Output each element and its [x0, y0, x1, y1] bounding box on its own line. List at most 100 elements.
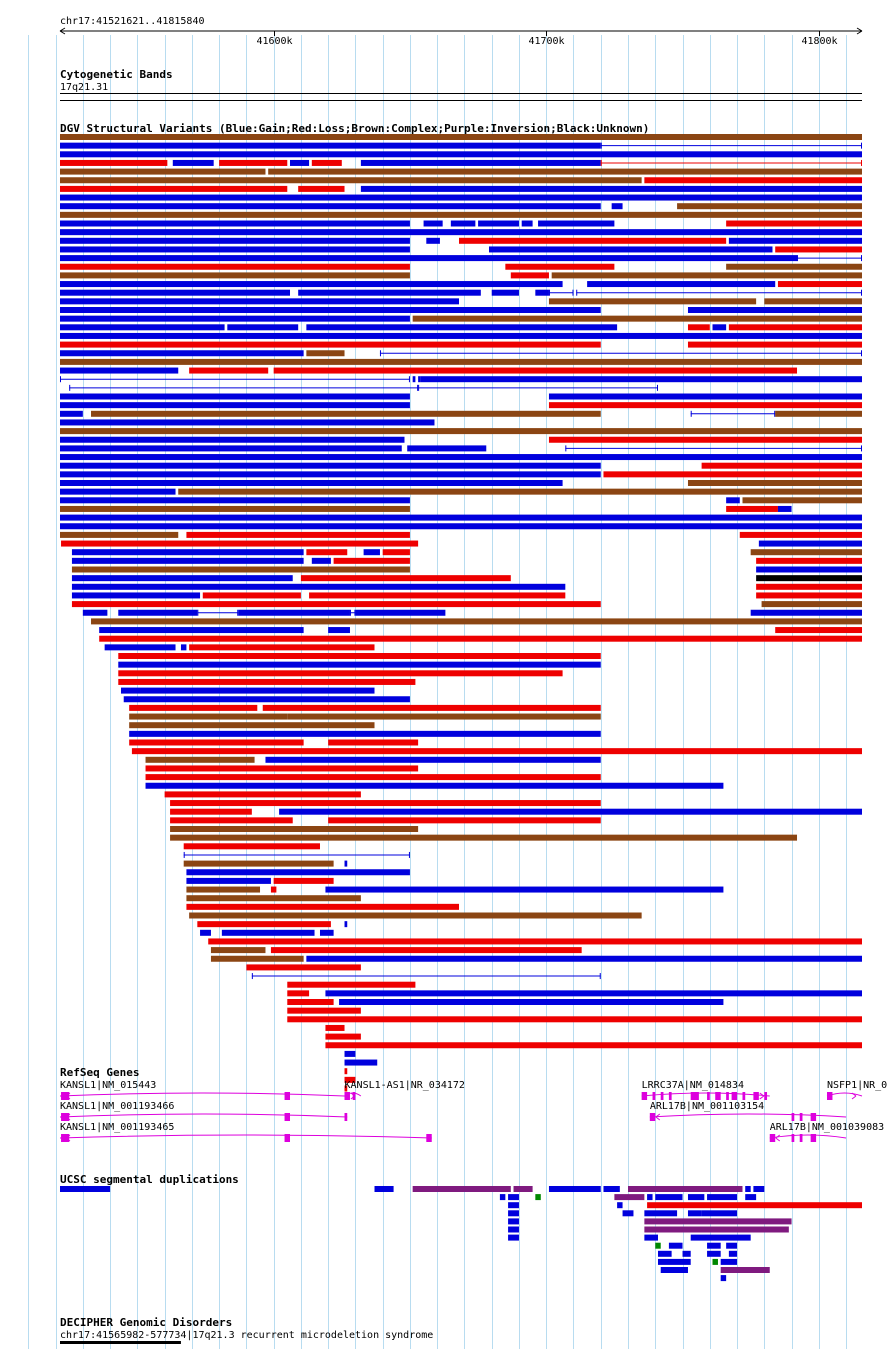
- segdup-blue-block[interactable]: [745, 1186, 751, 1192]
- segdup-blue-block[interactable]: [668, 1242, 683, 1249]
- dgv-gain-variant[interactable]: [123, 696, 410, 703]
- dgv-complex-variant[interactable]: [91, 618, 862, 625]
- dgv-complex-variant[interactable]: [742, 497, 862, 504]
- dgv-loss-variant[interactable]: [325, 1042, 862, 1049]
- segdup-purple-block[interactable]: [720, 1267, 770, 1273]
- dgv-loss-variant[interactable]: [603, 471, 862, 478]
- dgv-gain-variant[interactable]: [60, 471, 601, 478]
- dgv-complex-variant[interactable]: [726, 263, 862, 270]
- segdup-blue-block[interactable]: [657, 1250, 672, 1257]
- dgv-complex-variant[interactable]: [268, 168, 863, 175]
- cytoband-bar-top[interactable]: [60, 93, 862, 94]
- dgv-loss-variant[interactable]: [548, 436, 862, 443]
- dgv-gain-variant[interactable]: [60, 480, 563, 486]
- dgv-gain-variant[interactable]: [238, 609, 350, 616]
- dgv-gain-variant[interactable]: [298, 289, 481, 296]
- dgv-loss-variant[interactable]: [726, 505, 778, 512]
- gene-exon[interactable]: [690, 1092, 699, 1100]
- segdup-blue-block[interactable]: [682, 1250, 691, 1257]
- dgv-loss-variant[interactable]: [189, 644, 375, 651]
- dgv-loss-variant[interactable]: [510, 272, 549, 279]
- dgv-complex-variant[interactable]: [145, 756, 255, 763]
- dgv-complex-variant[interactable]: [60, 505, 410, 512]
- dgv-gain-variant[interactable]: [360, 159, 601, 166]
- segdup-blue-block[interactable]: [701, 1210, 738, 1217]
- segdup-blue-block[interactable]: [508, 1194, 519, 1201]
- dgv-gain-variant[interactable]: [60, 488, 176, 495]
- dgv-gain-variant[interactable]: [423, 220, 443, 227]
- dgv-complex-variant[interactable]: [287, 713, 601, 720]
- dgv-complex-variant[interactable]: [129, 722, 375, 729]
- dgv-gain-variant[interactable]: [60, 246, 410, 253]
- dgv-gain-variant[interactable]: [221, 929, 315, 936]
- dgv-gain-variant[interactable]: [344, 1059, 378, 1066]
- dgv-gain-variant[interactable]: [60, 454, 862, 461]
- dgv-gain-variant[interactable]: [104, 644, 176, 651]
- dgv-gain-variant[interactable]: [180, 644, 187, 651]
- dgv-gain-variant[interactable]: [60, 514, 862, 521]
- dgv-loss-variant[interactable]: [208, 938, 862, 945]
- dgv-loss-variant[interactable]: [287, 1007, 361, 1014]
- dgv-complex-variant[interactable]: [775, 410, 862, 417]
- segdup-blue-block[interactable]: [60, 1186, 111, 1192]
- dgv-gain-variant[interactable]: [407, 445, 487, 452]
- dgv-gain-variant[interactable]: [750, 609, 862, 616]
- dgv-gain-variant[interactable]: [129, 730, 601, 737]
- segdup-blue-block[interactable]: [687, 1210, 702, 1217]
- dgv-complex-variant[interactable]: [548, 298, 757, 305]
- dgv-loss-variant[interactable]: [344, 1076, 356, 1083]
- dgv-gain-variant[interactable]: [71, 549, 304, 556]
- gene-exon[interactable]: [668, 1092, 672, 1100]
- dgv-loss-variant[interactable]: [118, 678, 416, 685]
- dgv-loss-variant[interactable]: [756, 583, 862, 590]
- dgv-gain-variant[interactable]: [478, 220, 519, 227]
- dgv-loss-variant[interactable]: [164, 791, 361, 798]
- dgv-complex-variant[interactable]: [60, 168, 266, 175]
- dgv-complex-variant[interactable]: [129, 713, 288, 720]
- dgv-loss-variant[interactable]: [298, 185, 345, 192]
- dgv-loss-variant[interactable]: [344, 1068, 348, 1075]
- segdup-blue-block[interactable]: [745, 1194, 757, 1201]
- dgv-complex-variant[interactable]: [210, 947, 266, 954]
- dgv-gain-variant[interactable]: [71, 557, 304, 564]
- dgv-loss-variant[interactable]: [325, 1033, 361, 1040]
- dgv-gain-variant[interactable]: [71, 575, 293, 582]
- dgv-loss-variant[interactable]: [186, 531, 410, 538]
- dgv-gain-variant[interactable]: [60, 229, 862, 236]
- dgv-loss-variant[interactable]: [60, 159, 168, 166]
- dgv-loss-variant[interactable]: [306, 549, 348, 556]
- dgv-complex-variant[interactable]: [551, 272, 862, 279]
- gene-exon[interactable]: [61, 1134, 70, 1142]
- dgv-loss-variant[interactable]: [311, 159, 342, 166]
- dgv-gain-variant[interactable]: [728, 237, 862, 244]
- dgv-complex-variant[interactable]: [60, 134, 862, 140]
- dgv-gain-variant[interactable]: [118, 609, 198, 616]
- dgv-gain-variant[interactable]: [777, 505, 792, 512]
- dgv-loss-variant[interactable]: [728, 324, 862, 331]
- gene-exon[interactable]: [649, 1113, 656, 1121]
- dgv-gain-variant[interactable]: [186, 869, 410, 876]
- dgv-loss-variant[interactable]: [739, 531, 862, 538]
- dgv-loss-variant[interactable]: [246, 964, 361, 971]
- segdup-blue-block[interactable]: [687, 1194, 705, 1201]
- segdup-blue-block[interactable]: [508, 1210, 519, 1217]
- dgv-gain-variant[interactable]: [311, 557, 331, 564]
- dgv-complex-variant[interactable]: [761, 601, 862, 608]
- dgv-gain-variant[interactable]: [71, 592, 201, 599]
- dgv-gain-variant[interactable]: [82, 609, 108, 616]
- dgv-complex-variant[interactable]: [183, 860, 334, 867]
- gene-label[interactable]: KANSL1|NM_001193465: [60, 1122, 174, 1133]
- gene-exon[interactable]: [660, 1092, 664, 1100]
- segdup-purple-block[interactable]: [614, 1194, 645, 1201]
- dgv-gain-variant[interactable]: [60, 237, 410, 244]
- dgv-loss-variant[interactable]: [189, 367, 269, 374]
- gene-exon[interactable]: [826, 1092, 833, 1100]
- dgv-loss-variant[interactable]: [701, 462, 862, 469]
- gene-label[interactable]: ARL17B|NM_001039083: [770, 1122, 884, 1133]
- segdup-blue-block[interactable]: [508, 1234, 519, 1241]
- gene-exon[interactable]: [284, 1134, 291, 1142]
- segdup-blue-block[interactable]: [508, 1202, 519, 1209]
- dgv-gain-variant[interactable]: [325, 990, 862, 997]
- dgv-gain-variant[interactable]: [227, 324, 299, 331]
- gene-exon[interactable]: [742, 1092, 746, 1100]
